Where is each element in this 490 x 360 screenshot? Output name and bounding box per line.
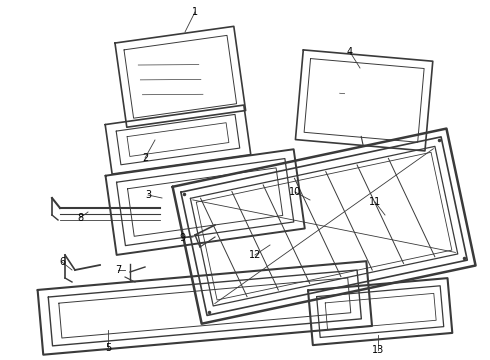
Text: 7: 7 <box>115 265 121 275</box>
Text: 12: 12 <box>249 250 261 260</box>
Text: 9: 9 <box>179 233 185 243</box>
Text: 11: 11 <box>369 197 381 207</box>
Text: 1: 1 <box>192 7 198 17</box>
Text: 8: 8 <box>77 213 83 223</box>
Text: 6: 6 <box>59 257 65 267</box>
Text: 5: 5 <box>105 343 111 353</box>
Text: 13: 13 <box>372 345 384 355</box>
Text: 4: 4 <box>347 47 353 57</box>
Text: 2: 2 <box>142 153 148 163</box>
Text: 3: 3 <box>145 190 151 200</box>
Text: 10: 10 <box>289 187 301 197</box>
